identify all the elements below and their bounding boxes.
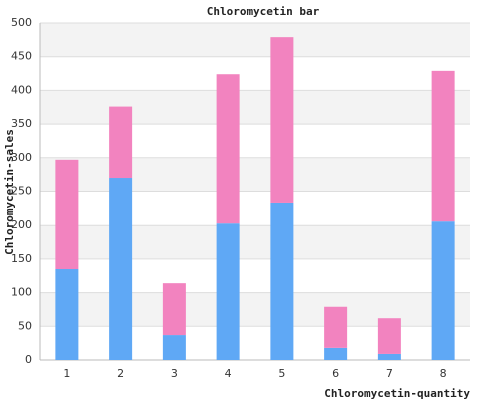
grid-band [40, 90, 470, 125]
bar-segment [216, 223, 240, 360]
grid-band [40, 292, 470, 327]
x-tick-label: 5 [278, 367, 285, 380]
grid-band [40, 157, 470, 192]
bar-segment [55, 159, 79, 270]
bar-segment [216, 74, 240, 224]
grid-band [40, 225, 470, 259]
x-tick-label: 1 [63, 367, 70, 380]
x-tick-label: 6 [332, 367, 339, 380]
bar-segment [109, 178, 133, 360]
bar-segment [162, 335, 186, 360]
bar-segment [109, 106, 133, 179]
x-tick-label: 2 [117, 367, 124, 380]
grid-band [40, 23, 470, 57]
y-tick-label: 450 [11, 50, 32, 63]
y-tick-label: 150 [11, 252, 32, 265]
x-tick-label: 3 [171, 367, 178, 380]
bar-segment [270, 202, 294, 360]
y-axis-label: Chloromycetin-sales [3, 129, 16, 255]
y-tick-label: 0 [25, 353, 32, 366]
bar-segment [377, 353, 401, 360]
y-tick-label: 50 [18, 319, 32, 332]
x-axis-label: Chloromycetin-quantity [324, 387, 470, 400]
bar-segment [55, 269, 79, 360]
x-tick-label: 7 [386, 367, 393, 380]
y-tick-label: 250 [11, 185, 32, 198]
y-tick-label: 300 [11, 151, 32, 164]
y-tick-label: 200 [11, 218, 32, 231]
y-tick-label: 400 [11, 83, 32, 96]
y-tick-label: 500 [11, 16, 32, 29]
bar-segment [162, 283, 186, 336]
chart-title: Chloromycetin bar [207, 5, 320, 18]
bar-segment [431, 221, 455, 360]
bar-segment [324, 347, 348, 360]
bar-segment [377, 318, 401, 354]
x-tick-label: 8 [440, 367, 447, 380]
y-tick-label: 100 [11, 286, 32, 299]
x-tick-label: 4 [225, 367, 232, 380]
bar-segment [270, 37, 294, 203]
bar-segment [324, 306, 348, 348]
bar-segment [431, 70, 455, 222]
y-tick-label: 350 [11, 117, 32, 130]
